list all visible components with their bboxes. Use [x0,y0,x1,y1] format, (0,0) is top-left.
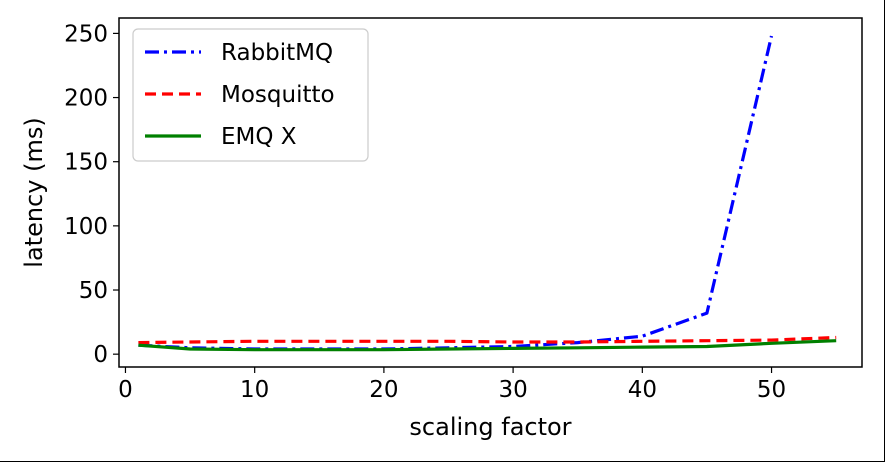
y-axis-label: latency (ms) [20,117,48,267]
x-axis-ticks: 0 10 20 30 40 50 [118,367,786,403]
x-tick-label: 0 [118,377,133,403]
legend-label-2: EMQ X [221,124,297,150]
legend-box [132,28,369,162]
y-tick-label: 50 [79,278,108,304]
y-tick-label: 200 [64,86,108,112]
x-tick-label: 30 [498,377,527,403]
y-tick-label: 0 [93,342,108,368]
x-tick-label: 50 [757,377,786,403]
x-axis-label: scaling factor [409,413,571,441]
x-tick-label: 20 [369,377,398,403]
y-tick-label: 100 [64,214,108,240]
y-tick-label: 250 [64,21,108,47]
x-tick-label: 40 [628,377,657,403]
legend-label-1: Mosquitto [221,82,335,108]
series-line-1 [138,335,837,345]
x-tick-label: 10 [240,377,269,403]
y-axis-ticks: 0 50 100 150 200 250 [64,21,119,368]
y-tick-label: 150 [64,150,108,176]
legend: RabbitMQ Mosquitto EMQ X [132,28,369,162]
plot-area-frame [118,17,863,368]
series-line-2 [138,339,837,352]
legend-label-0: RabbitMQ [221,40,333,66]
series-layer [138,35,837,352]
